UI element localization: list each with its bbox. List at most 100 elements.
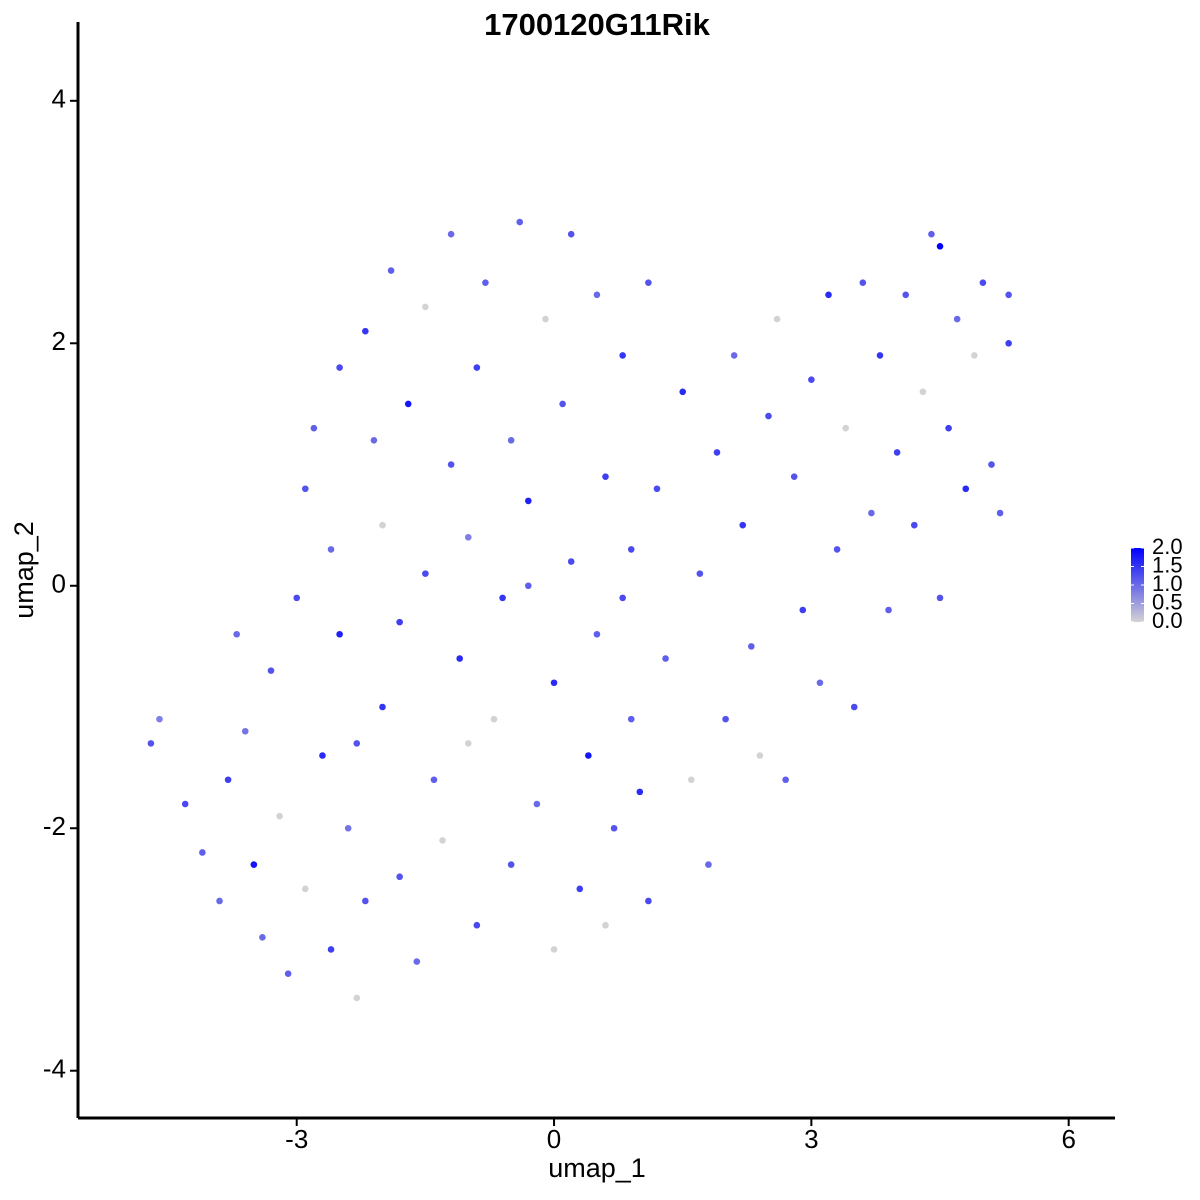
point — [602, 921, 609, 929]
point — [645, 897, 652, 905]
point — [396, 618, 403, 626]
point — [782, 776, 789, 784]
point — [902, 291, 910, 299]
point — [542, 315, 549, 323]
point — [808, 376, 815, 383]
point — [696, 570, 704, 577]
colorbar-label: 2.0 — [1152, 534, 1183, 559]
point — [413, 958, 421, 965]
point — [387, 267, 395, 274]
point — [267, 667, 275, 674]
point — [507, 436, 515, 444]
point — [396, 873, 403, 881]
y-tick-label: 4 — [52, 84, 66, 114]
point — [593, 291, 601, 299]
point — [928, 230, 935, 238]
point — [327, 546, 335, 553]
point — [593, 630, 601, 638]
point — [936, 594, 944, 602]
point — [301, 485, 309, 493]
point — [730, 352, 738, 359]
point — [439, 837, 446, 844]
point — [525, 497, 532, 505]
point — [748, 643, 755, 650]
point — [370, 436, 378, 444]
point — [327, 946, 335, 953]
point — [216, 897, 223, 905]
point — [199, 849, 206, 856]
point — [482, 279, 489, 286]
colorbar-label: 1.5 — [1152, 552, 1183, 577]
colorbar-label: 1.0 — [1152, 571, 1183, 596]
point — [1005, 339, 1012, 347]
point — [464, 533, 472, 541]
x-tick-label: 3 — [804, 1124, 818, 1154]
point — [533, 800, 541, 808]
point — [636, 788, 644, 796]
point — [859, 279, 867, 286]
point — [893, 449, 901, 456]
point — [319, 752, 326, 759]
point — [962, 485, 970, 493]
point — [559, 400, 566, 408]
point — [507, 861, 515, 868]
point — [687, 776, 695, 784]
point — [619, 594, 626, 602]
point — [868, 509, 875, 517]
point — [988, 461, 995, 468]
point — [233, 630, 240, 638]
point — [499, 594, 506, 602]
y-tick-label: 0 — [52, 569, 66, 599]
point — [473, 921, 481, 929]
point — [936, 242, 944, 250]
point — [241, 727, 249, 735]
point — [833, 546, 841, 553]
point — [790, 473, 798, 480]
point — [1005, 291, 1012, 299]
colorbar-label: 0.0 — [1152, 608, 1183, 633]
y-tick-label: -4 — [43, 1054, 66, 1084]
point — [816, 679, 824, 687]
point — [627, 715, 635, 723]
point — [919, 388, 927, 396]
point — [705, 861, 712, 868]
point — [953, 315, 961, 323]
point — [627, 546, 635, 553]
point — [525, 582, 532, 590]
chart-title: 1700120G11Rik — [484, 7, 711, 42]
point — [456, 655, 463, 662]
x-axis-label: umap_1 — [548, 1153, 646, 1183]
point — [619, 352, 626, 359]
point — [602, 473, 609, 480]
x-tick-label: 6 — [1061, 1124, 1075, 1154]
point — [447, 230, 455, 238]
point — [567, 230, 575, 238]
point — [773, 315, 781, 323]
y-axis-label: umap_2 — [9, 521, 39, 619]
point — [147, 740, 155, 747]
point — [842, 424, 849, 432]
point — [756, 752, 764, 759]
point — [739, 521, 747, 529]
point — [379, 703, 386, 711]
point — [662, 655, 669, 662]
point — [259, 934, 266, 941]
point — [293, 594, 301, 602]
point — [516, 218, 524, 226]
point — [490, 715, 498, 723]
point — [550, 946, 558, 953]
point — [825, 291, 832, 299]
point — [224, 776, 232, 784]
point — [850, 703, 858, 711]
point — [722, 715, 729, 723]
point — [653, 485, 661, 493]
point — [156, 715, 163, 723]
point — [464, 740, 472, 747]
point — [336, 364, 343, 371]
point — [567, 558, 575, 565]
point — [713, 449, 721, 456]
point — [353, 994, 361, 1002]
point — [379, 521, 386, 529]
point — [799, 606, 807, 614]
point — [336, 630, 343, 638]
